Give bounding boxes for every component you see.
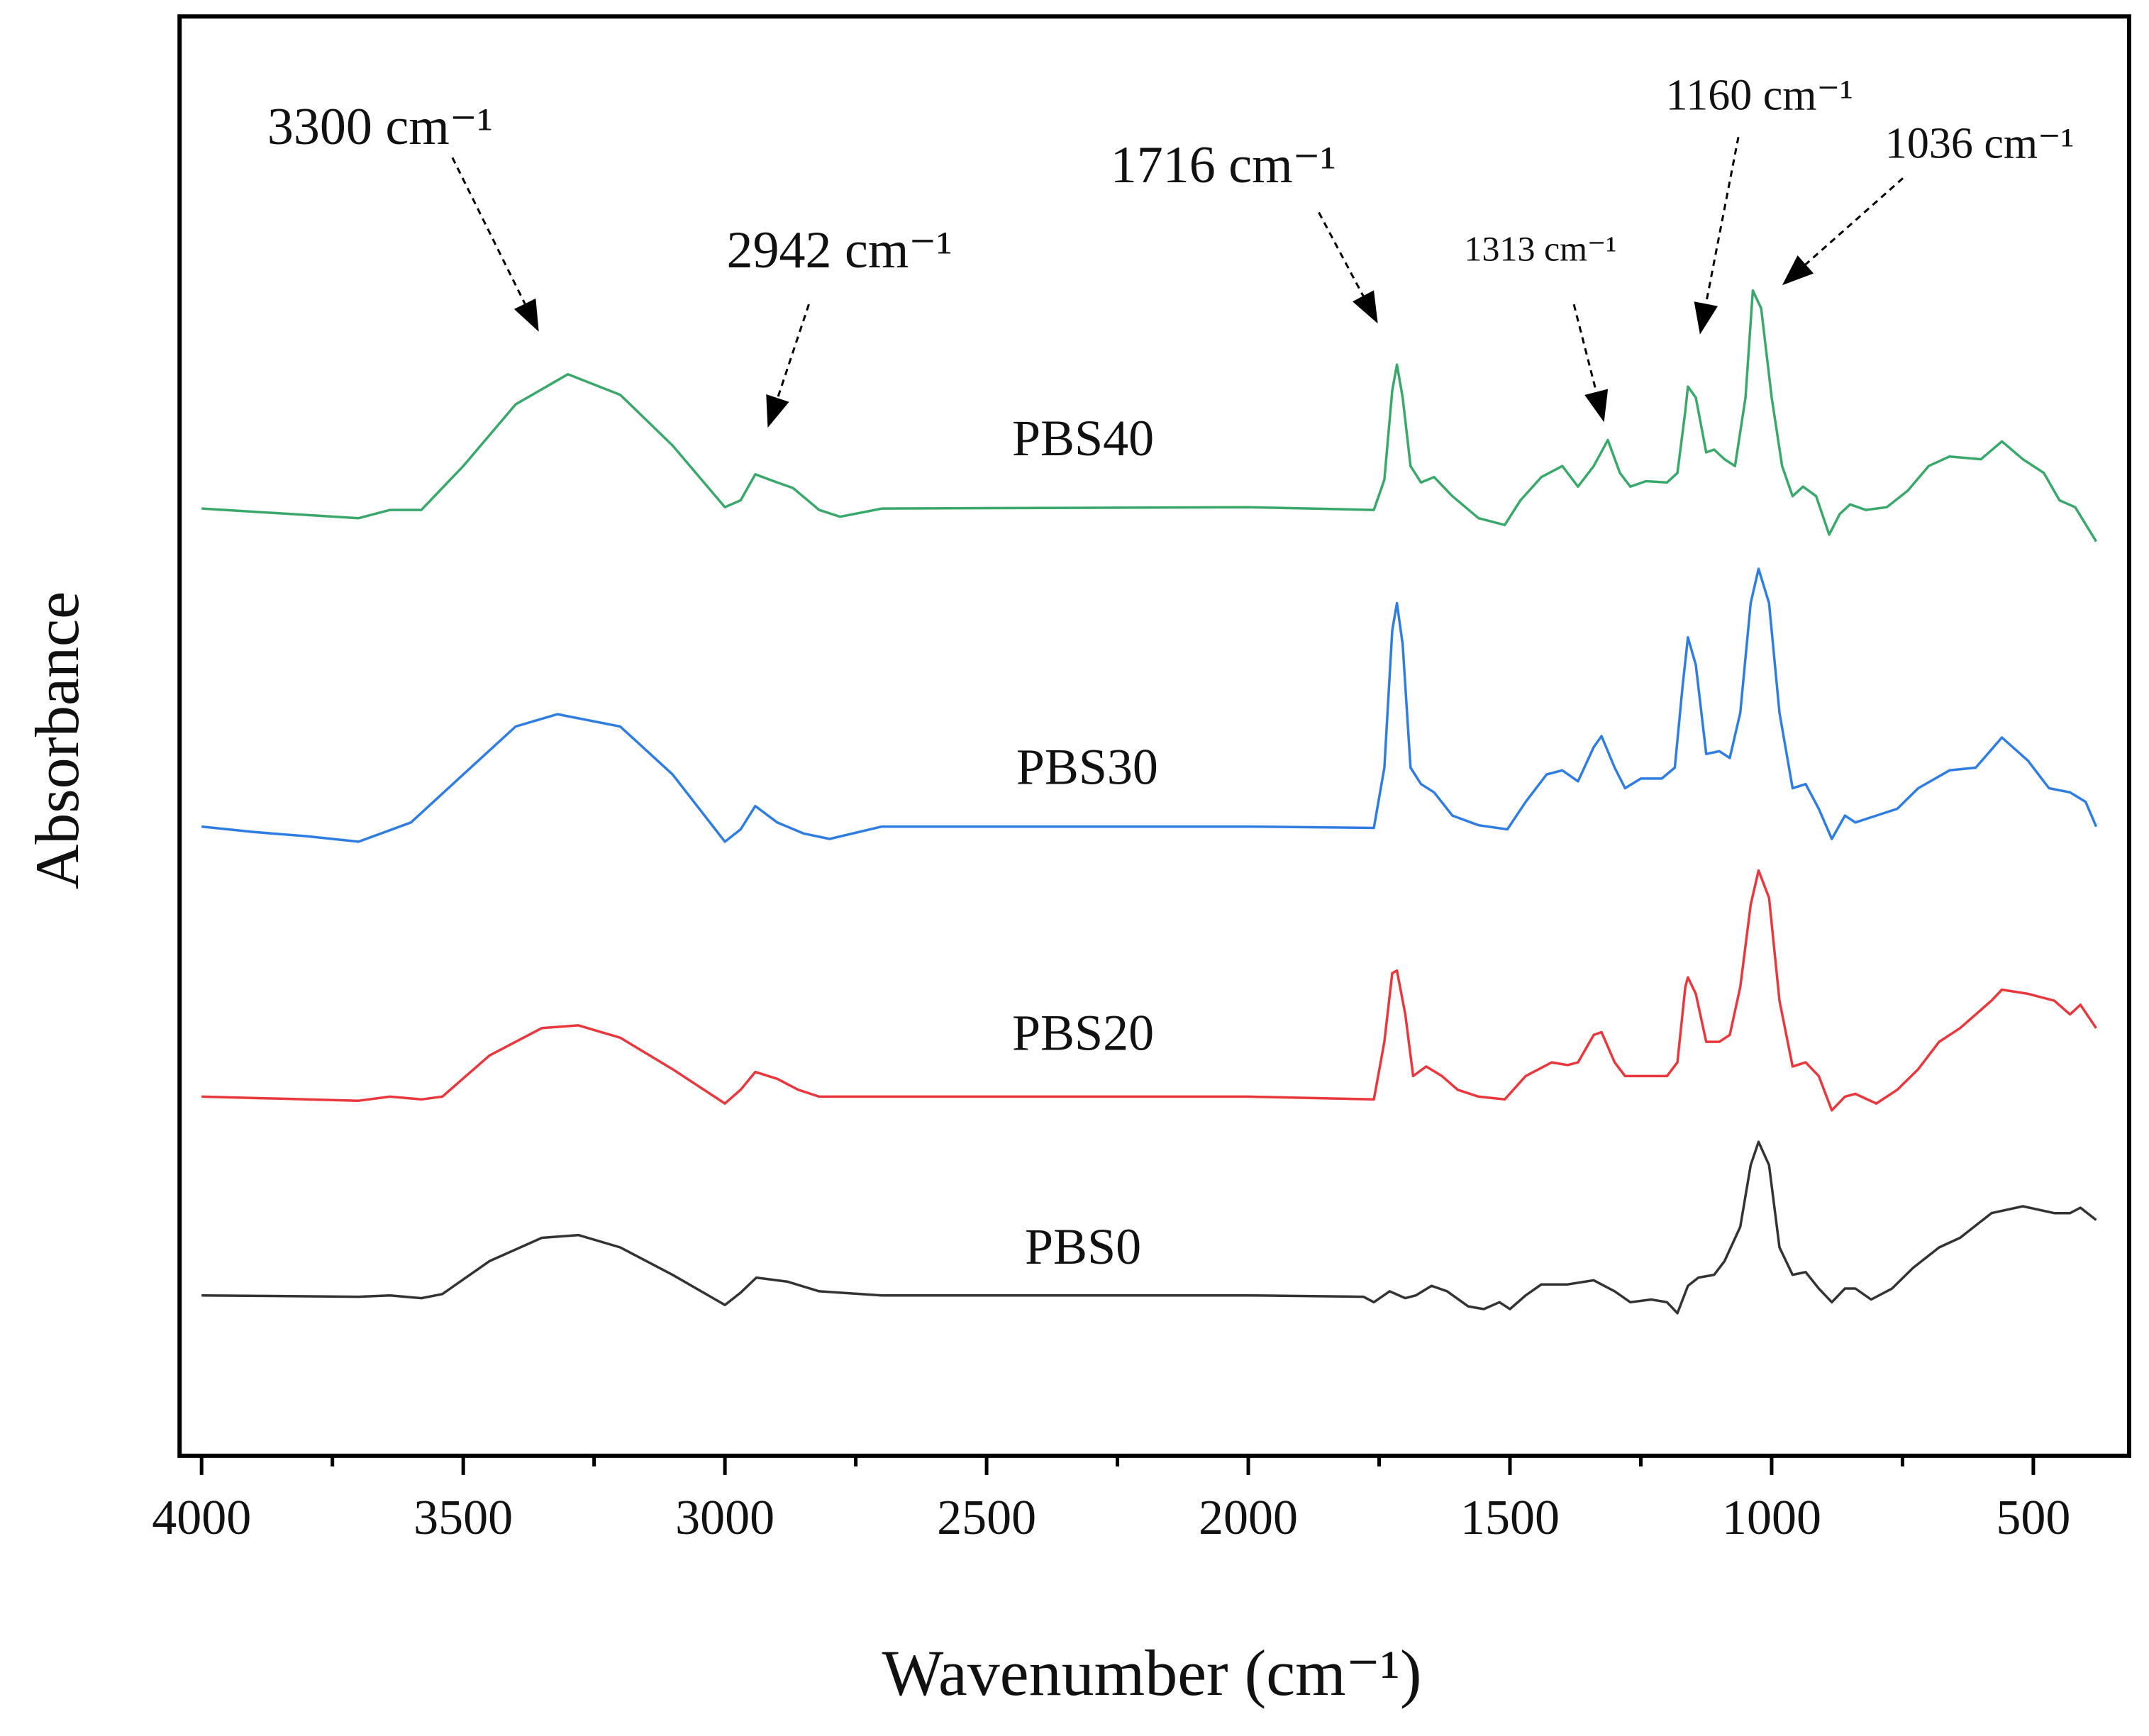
annotation-arrow [1318, 211, 1365, 297]
spectrum-line [201, 1140, 2097, 1315]
annotation-arrowhead [1694, 301, 1718, 335]
series-label: PBS20 [1012, 1005, 1154, 1062]
annotation-arrowhead [1584, 389, 1609, 423]
peak-annotation: 1716 cm⁻¹ [1111, 136, 1336, 194]
x-tick-label: 500 [1996, 1491, 2070, 1545]
x-tick-label: 4000 [152, 1491, 251, 1545]
annotation-arrowhead [766, 394, 789, 428]
y-axis-title: Absorbance [23, 591, 92, 889]
series-label: PBS0 [1025, 1218, 1141, 1275]
annotation-arrow [776, 304, 810, 399]
annotation-arrow [451, 157, 526, 305]
annotation-arrowhead [1782, 255, 1814, 286]
peak-annotation: 1036 cm⁻¹ [1885, 119, 2075, 167]
spectrum-line [201, 567, 2098, 843]
x-tick-label: 1500 [1460, 1491, 1560, 1545]
series-label: PBS40 [1012, 410, 1154, 467]
annotation-arrowhead [1353, 290, 1378, 324]
annotation-arrowhead [513, 298, 539, 332]
peak-annotation: 3300 cm⁻¹ [267, 98, 493, 156]
annotation-arrow [1704, 137, 1740, 304]
peak-annotation: 2942 cm⁻¹ [726, 221, 952, 279]
plot-frame [177, 14, 2131, 1458]
x-tick-label: 3500 [413, 1491, 513, 1545]
x-tick-label: 1000 [1722, 1491, 1821, 1545]
spectrum-line [201, 289, 2097, 542]
annotation-arrow [1804, 177, 1904, 266]
series-label: PBS30 [1016, 739, 1158, 796]
x-tick-label: 3000 [675, 1491, 774, 1545]
x-axis-title: Wavenumber (cm⁻¹) [882, 1637, 1422, 1709]
peak-annotation: 1160 cm⁻¹ [1666, 72, 1853, 120]
peak-annotation: 1313 cm⁻¹ [1464, 228, 1616, 268]
x-tick-label: 2000 [1199, 1491, 1298, 1545]
annotation-arrow [1572, 304, 1598, 393]
spectrum-line [201, 869, 2097, 1112]
x-tick-label: 2500 [937, 1491, 1036, 1545]
